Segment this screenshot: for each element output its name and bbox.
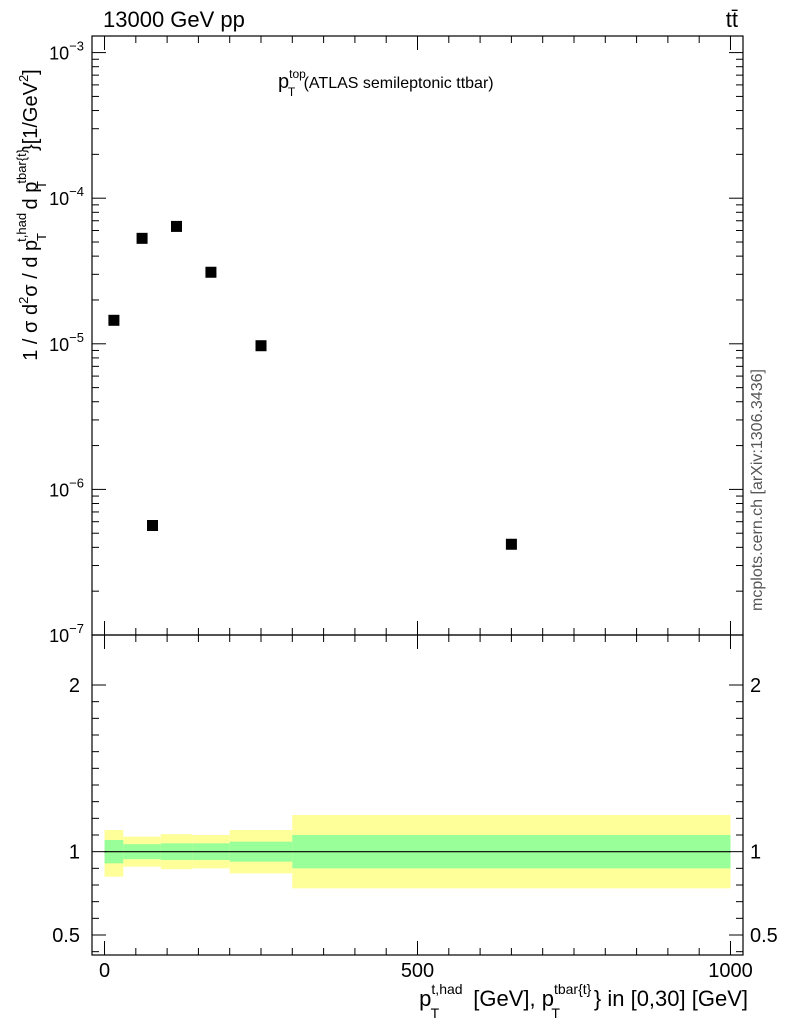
data-point-atlas	[136, 232, 148, 244]
ratio-x-tick-label: 0	[99, 960, 110, 982]
main-y-tick-label: 10−6	[49, 475, 84, 500]
data-point-atlas	[255, 340, 267, 352]
main-panel: ptop T (ATLAS semileptonic ttbar) 1 / σ d2…	[14, 35, 744, 646]
x-axis-label: pt,had T [GeV], ptbar{t} T} in [0,30] [GeV…	[419, 981, 748, 1021]
main-y-tick-label: 10−5	[49, 330, 84, 355]
main-y-tick-label: 10−7	[49, 621, 84, 646]
header-process: 13000 GeV pp	[103, 7, 245, 32]
header-final-state: tt̄	[726, 7, 738, 32]
ratio-y-tick-label-right: 2	[750, 675, 761, 697]
ratio-x-tick-label: 500	[401, 960, 434, 982]
ratio-y-tick-label-left: 0.5	[52, 925, 80, 947]
data-point-atlas	[505, 538, 517, 550]
main-y-axis-label: 1 / σ d2σ / d pt,had T d ptbar{t}T}[1/GeV…	[14, 69, 49, 361]
ratio-y-tick-label-right: 1	[750, 842, 761, 864]
ratio-y-tick-label-right: 0.5	[750, 925, 778, 947]
main-frame	[91, 35, 744, 636]
main-y-tick-label: 10−4	[49, 184, 84, 209]
ratio-y-tick-label-left: 2	[69, 675, 80, 697]
main-title: ptop T (ATLAS semileptonic ttbar)	[278, 67, 494, 99]
side-credit: mcplots.cern.ch [arXiv:1306.3436]	[749, 369, 766, 611]
main-y-tick-label: 10−3	[49, 39, 84, 64]
data-point-atlas	[108, 314, 120, 326]
legend-marker-atlas	[147, 520, 158, 531]
ratio-frame	[91, 634, 744, 956]
data-point-atlas	[171, 220, 183, 232]
data-point-atlas	[205, 266, 217, 278]
ratio-x-tick-label: 1000	[708, 960, 753, 982]
ratio-y-tick-label-left: 1	[69, 842, 80, 864]
